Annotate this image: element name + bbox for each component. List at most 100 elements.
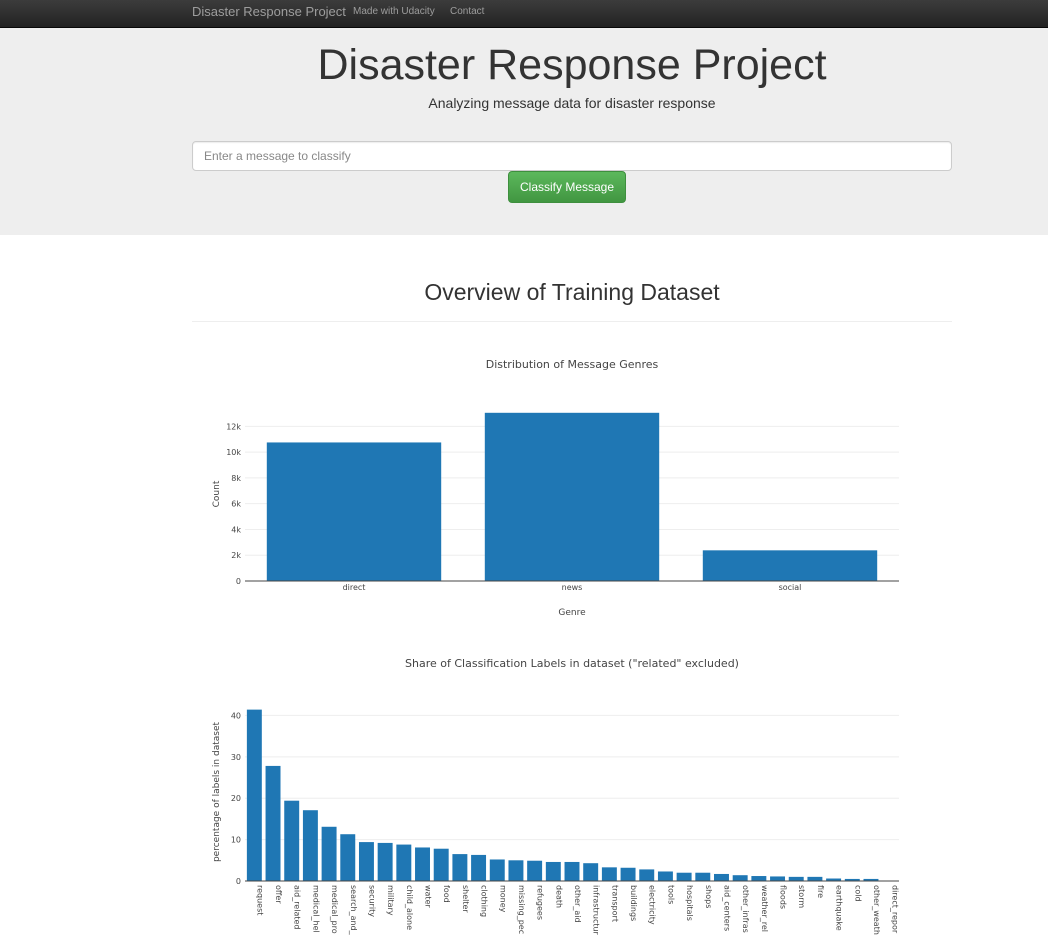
y-tick-label: 8k (231, 474, 241, 483)
bar[interactable] (377, 842, 393, 881)
bar[interactable] (770, 876, 786, 881)
bar[interactable] (358, 842, 374, 881)
chart-title: Share of Classification Labels in datase… (405, 657, 739, 670)
x-tick-label: other_infras (741, 885, 750, 933)
x-tick-label: fire (816, 885, 825, 898)
bar[interactable] (545, 861, 561, 881)
section-divider (192, 321, 952, 322)
x-tick-label: direct (343, 583, 366, 592)
bar[interactable] (620, 867, 636, 881)
y-tick-label: 10k (226, 448, 241, 457)
x-tick-label: aid_related (293, 885, 302, 930)
x-tick-label: news (562, 583, 583, 592)
bar[interactable] (657, 871, 673, 881)
x-tick-label: tools (666, 885, 675, 904)
bar[interactable] (433, 848, 449, 881)
y-tick-label: 6k (231, 500, 241, 509)
x-tick-label: shops (704, 885, 713, 908)
x-tick-label: weather_rel (760, 885, 769, 932)
x-tick-label: military (386, 885, 395, 916)
bar[interactable] (844, 878, 860, 881)
x-tick-label: food (442, 885, 451, 903)
x-tick-label: floods (779, 885, 788, 909)
x-tick-label: direct_repor (891, 885, 900, 934)
x-tick-label: social (779, 583, 802, 592)
x-tick-label: water (424, 885, 433, 909)
navbar: Disaster Response Project Made with Udac… (0, 0, 1048, 28)
y-tick-label: 12k (226, 422, 241, 431)
x-tick-label: other_aid (573, 885, 582, 923)
bar[interactable] (452, 854, 468, 881)
bar[interactable] (676, 872, 692, 881)
bar[interactable] (601, 867, 617, 881)
bar[interactable] (527, 860, 543, 881)
bar[interactable] (863, 878, 879, 881)
x-tick-label: electricity (648, 885, 657, 925)
nav-link-contact[interactable]: Contact (450, 6, 485, 17)
bar[interactable] (826, 878, 842, 881)
y-tick-label: 4k (231, 525, 241, 534)
bar[interactable] (807, 876, 823, 881)
bar[interactable] (484, 412, 660, 581)
x-axis-title: Genre (558, 608, 586, 618)
x-tick-label: request (255, 885, 264, 915)
nav-link-udacity[interactable]: Made with Udacity (353, 6, 435, 17)
y-axis-title: percentage of labels in dataset (212, 722, 222, 863)
bar[interactable] (266, 442, 442, 581)
bar[interactable] (340, 834, 356, 881)
bar[interactable] (321, 826, 337, 881)
x-tick-label: medical_hel (311, 885, 320, 933)
y-tick-label: 0 (236, 877, 241, 886)
x-tick-label: death (554, 885, 563, 908)
x-tick-label: storm (797, 885, 806, 908)
x-tick-label: aid_centers (722, 885, 731, 931)
x-tick-label: missing_pec (517, 885, 526, 934)
x-tick-label: cold (853, 885, 862, 902)
bar[interactable] (751, 876, 767, 881)
x-tick-label: hospitals (685, 885, 694, 921)
bar[interactable] (695, 872, 711, 881)
label-share-chart: Share of Classification Labels in datase… (212, 657, 900, 936)
bar[interactable] (284, 800, 300, 881)
section-title: Overview of Training Dataset (424, 279, 720, 305)
x-tick-label: search_and_ (349, 885, 358, 936)
x-tick-label: money (498, 885, 507, 913)
message-input[interactable] (192, 141, 952, 171)
bar[interactable] (788, 876, 804, 881)
x-tick-label: shelter (461, 885, 470, 913)
chart-title: Distribution of Message Genres (486, 358, 659, 371)
x-tick-label: earthquake (835, 885, 844, 931)
bar[interactable] (714, 873, 729, 881)
genre-distribution-chart: Distribution of Message Genres 0 2k 4k 6k 8k 1… (212, 358, 899, 618)
navbar-brand[interactable]: Disaster Response Project (192, 4, 346, 19)
x-tick-label: transport (610, 885, 619, 922)
x-tick-label: other_weath (872, 885, 881, 935)
classify-message-button[interactable]: Classify Message (508, 171, 626, 203)
x-tick-label: security (367, 885, 376, 917)
bar[interactable] (508, 860, 524, 881)
bar[interactable] (246, 709, 262, 881)
bar[interactable] (702, 550, 878, 581)
bar[interactable] (732, 875, 748, 881)
x-tick-label: clothing (480, 885, 489, 917)
x-tick-label: child_alone (405, 885, 414, 930)
y-axis-title: Count (212, 480, 222, 507)
y-tick-label: 40 (231, 711, 241, 720)
bar[interactable] (583, 863, 599, 881)
y-tick-label: 30 (231, 753, 241, 762)
bar[interactable] (564, 861, 580, 881)
y-tick-label: 2k (231, 551, 241, 560)
bar[interactable] (489, 859, 505, 881)
bar[interactable] (396, 844, 412, 881)
bar[interactable] (471, 854, 487, 881)
bar[interactable] (415, 847, 430, 881)
bar[interactable] (265, 765, 281, 881)
bar[interactable] (302, 810, 318, 881)
x-tick-label: refugees (536, 885, 545, 920)
bar[interactable] (639, 869, 655, 881)
page-subtitle: Analyzing message data for disaster resp… (428, 95, 716, 111)
header-jumbotron: Disaster Response Project Analyzing mess… (0, 28, 1048, 235)
y-tick-label: 0 (236, 577, 241, 586)
x-tick-label: buildings (629, 885, 638, 921)
x-tick-label: offer (274, 885, 283, 904)
